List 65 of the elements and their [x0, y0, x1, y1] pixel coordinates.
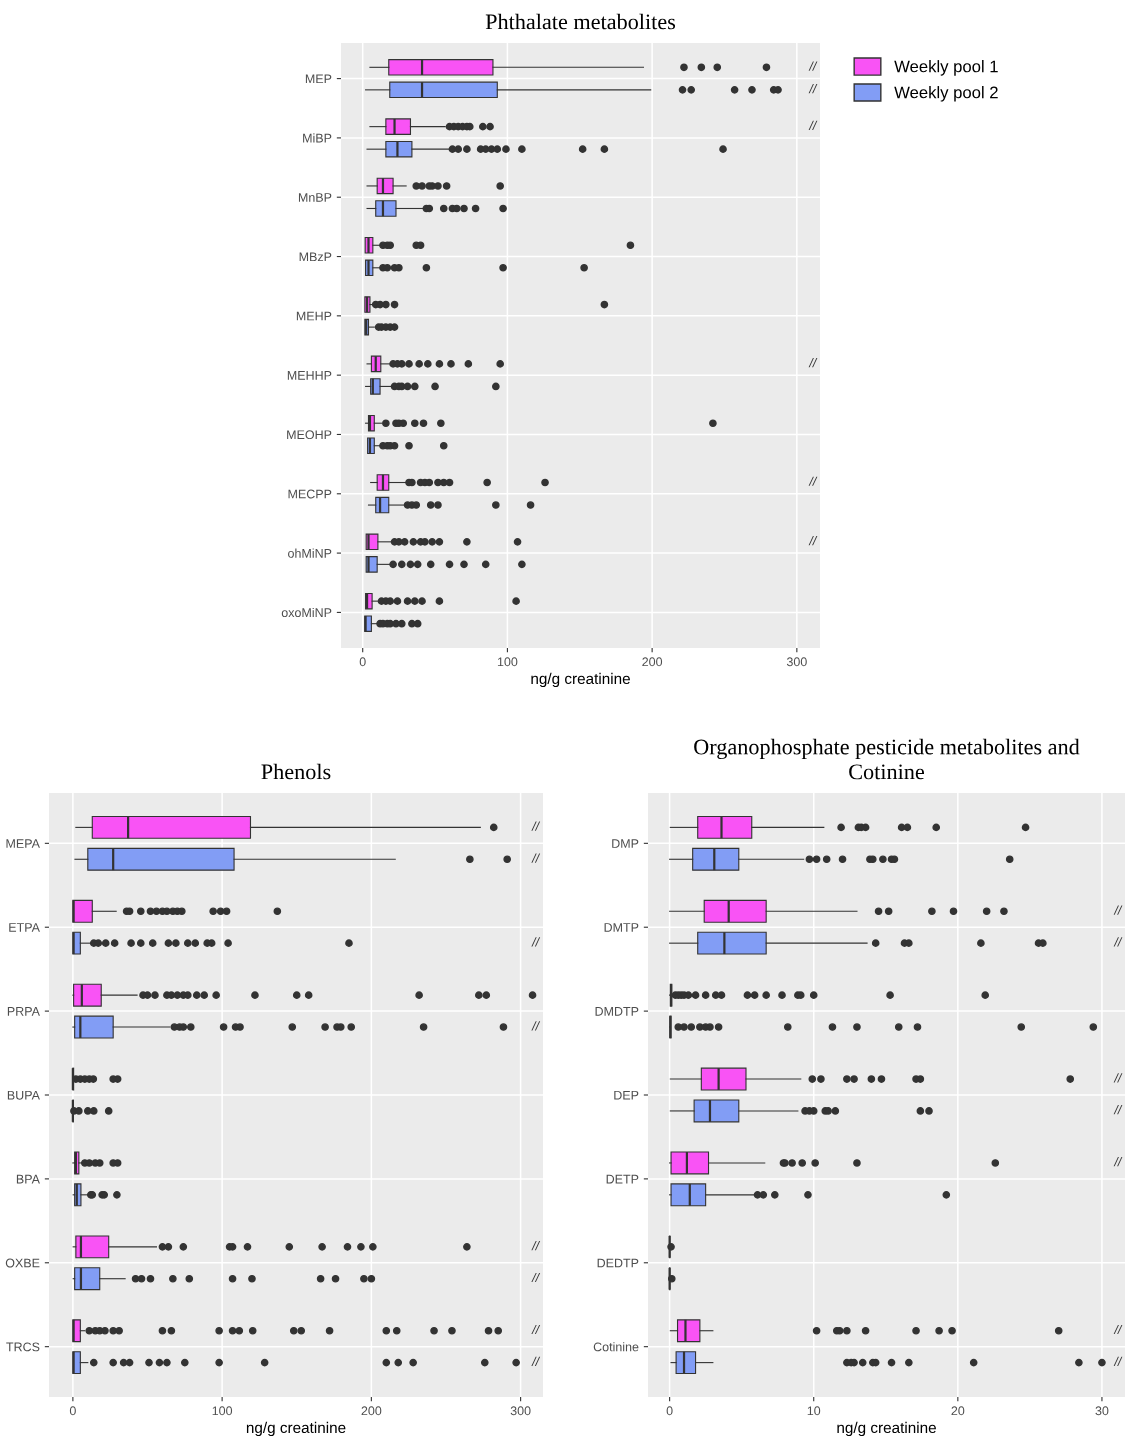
- y-tick-label: BUPA: [7, 1090, 40, 1100]
- annotation: //: [531, 1324, 541, 1335]
- x-tick-label: 300: [510, 1406, 531, 1416]
- y-tick-label: oxoMiNP: [281, 607, 332, 618]
- x-tick-label: 10: [807, 1406, 821, 1416]
- x-axis-title: ng/g creatinine: [246, 1421, 346, 1437]
- annotation: //: [1113, 1356, 1123, 1366]
- annotation: //: [531, 1272, 541, 1283]
- annotation: //: [531, 1356, 541, 1366]
- y-tick-label: MEP: [305, 74, 332, 84]
- annotation: //: [1113, 905, 1123, 915]
- x-tick-label: 30: [1095, 1406, 1109, 1416]
- annotation: //: [1113, 1073, 1123, 1083]
- x-axis-title: ng/g creatinine: [837, 1421, 936, 1437]
- y-tick-label: ohMiNP: [288, 548, 332, 558]
- y-tick-label: DETP: [606, 1174, 639, 1184]
- annotation: //: [808, 358, 818, 368]
- y-tick-label: MnBP: [298, 193, 332, 202]
- y-tick-label: DMDTP: [595, 1007, 639, 1016]
- legend-label: Weekly pool 2: [894, 86, 998, 102]
- annotation: //: [531, 1241, 541, 1251]
- y-tick-label: MEHHP: [287, 371, 332, 380]
- annotation: //: [1113, 937, 1123, 947]
- x-axis-title: ng/g creatinine: [531, 672, 630, 688]
- annotation: //: [1113, 1157, 1123, 1167]
- legend-label: Weekly pool 1: [894, 60, 998, 76]
- x-tick-label: 0: [666, 1406, 673, 1416]
- y-tick-label: ETPA: [9, 923, 40, 932]
- y-tick-label: MECPP: [288, 489, 332, 499]
- y-tick-label: MEOHP: [287, 430, 332, 440]
- chart-title: Phthalate metabolites: [485, 13, 676, 30]
- annotation: //: [808, 61, 818, 71]
- x-tick-label: 0: [69, 1406, 76, 1416]
- x-tick-label: 200: [642, 657, 663, 667]
- y-tick-label: OXBE: [5, 1258, 40, 1268]
- y-tick-label: TRCS: [6, 1342, 40, 1352]
- annotation: //: [531, 821, 541, 831]
- y-tick-label: MiBP: [303, 133, 332, 143]
- y-tick-label: BPA: [16, 1174, 40, 1184]
- x-tick-label: 20: [951, 1406, 965, 1416]
- y-tick-label: Cotinine: [593, 1342, 639, 1352]
- annotation: //: [808, 476, 818, 486]
- annotation: //: [808, 536, 818, 546]
- y-tick-label: DMP: [612, 839, 639, 848]
- chart-title: Organophosphate pesticide metabolites and Cotinine: [694, 738, 1080, 780]
- x-tick-label: 300: [786, 657, 807, 667]
- y-tick-label: MEHP: [296, 311, 332, 321]
- annotation: //: [808, 120, 818, 130]
- annotation: //: [1113, 1105, 1123, 1115]
- x-tick-label: 200: [361, 1406, 382, 1416]
- x-tick-label: 100: [497, 657, 518, 667]
- y-tick-label: DMTP: [604, 923, 639, 932]
- annotation: //: [531, 937, 541, 947]
- annotation: //: [1113, 1324, 1123, 1335]
- x-tick-label: 100: [212, 1406, 233, 1416]
- annotation: //: [531, 1021, 541, 1031]
- chart-title: Phenols: [261, 763, 331, 780]
- annotation: //: [808, 84, 818, 94]
- annotation: //: [531, 853, 541, 863]
- x-tick-label: 0: [359, 657, 366, 667]
- y-tick-label: DEDTP: [597, 1258, 639, 1268]
- y-tick-label: MBzP: [299, 252, 332, 262]
- y-tick-label: DEP: [614, 1090, 639, 1100]
- y-tick-label: PRPA: [7, 1007, 40, 1016]
- y-tick-label: MEPA: [6, 839, 40, 848]
